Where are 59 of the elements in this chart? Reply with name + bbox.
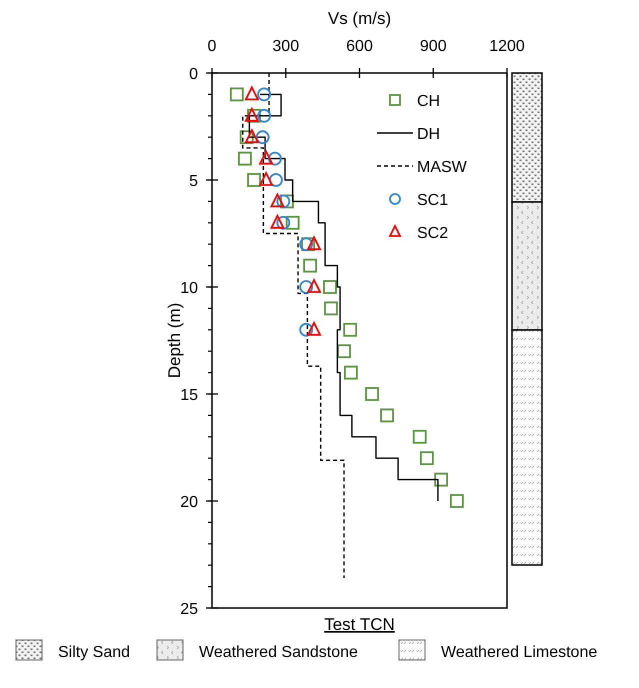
text: Test TCN [324, 615, 395, 634]
x-tick-label: 300 [272, 38, 300, 55]
point [344, 366, 358, 380]
legend-label: CH [417, 93, 440, 110]
legend-label: SC2 [417, 225, 448, 242]
point [268, 152, 282, 166]
legend-label: SC1 [417, 192, 448, 209]
point [270, 214, 284, 229]
point [303, 258, 317, 272]
point [276, 194, 290, 208]
point [270, 194, 284, 208]
x-tick-label: 600 [346, 38, 373, 55]
y-tick-label: 25 [180, 601, 198, 618]
point [299, 280, 314, 294]
point [450, 494, 464, 508]
legend-label: DH [417, 126, 440, 143]
point [286, 216, 300, 230]
point [434, 472, 448, 486]
point [420, 451, 434, 466]
point [307, 322, 321, 336]
point [269, 173, 283, 187]
point [256, 130, 270, 144]
point [247, 108, 261, 123]
y-tick-label: 0 [189, 66, 198, 83]
point [259, 172, 273, 186]
y-tick-label: 5 [189, 173, 198, 190]
point [324, 302, 338, 316]
point [257, 88, 272, 102]
x-axis-title: Vs (m/s) [328, 9, 392, 28]
point [365, 387, 379, 401]
point [230, 88, 244, 102]
point [299, 322, 314, 337]
point [343, 322, 358, 337]
x-tick-label: 1200 [489, 38, 525, 55]
point [257, 108, 272, 123]
point [244, 86, 259, 100]
point [259, 150, 273, 164]
point [307, 279, 321, 293]
y-tick-label: 20 [180, 494, 198, 511]
point [240, 130, 254, 144]
point [307, 236, 321, 250]
point [244, 108, 259, 122]
point [244, 129, 259, 144]
point [337, 344, 351, 358]
text: Weathered Sandstone [199, 644, 358, 661]
point [412, 430, 427, 444]
legend-label: MASW [417, 159, 468, 176]
y-tick-label: 10 [180, 280, 198, 297]
text: Weathered Limestone [441, 644, 598, 661]
point [247, 173, 261, 187]
x-tick-label: 0 [208, 38, 217, 55]
point [276, 216, 290, 230]
x-tick-label: 900 [420, 38, 447, 55]
point [323, 280, 337, 294]
y-axis-title: Depth (m) [165, 302, 184, 378]
y-tick-label: 15 [180, 387, 198, 404]
text: Silty Sand [58, 644, 130, 661]
point [380, 408, 394, 422]
point [238, 152, 252, 166]
